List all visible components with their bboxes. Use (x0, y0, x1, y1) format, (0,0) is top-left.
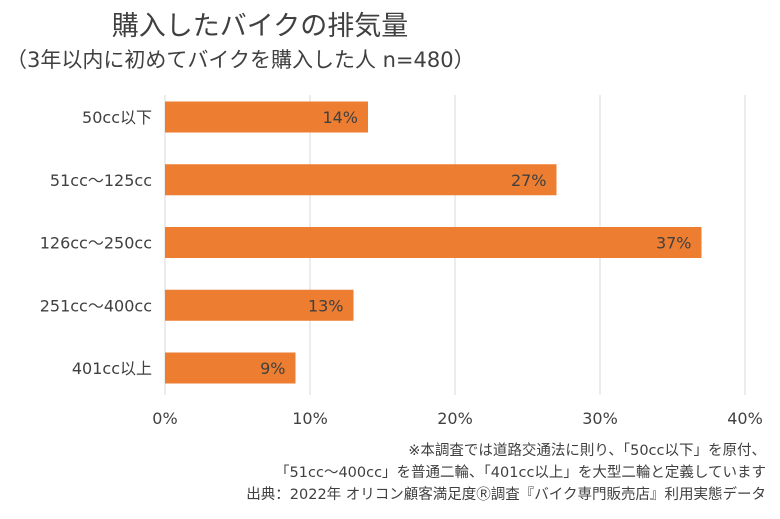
bar (165, 227, 702, 258)
category-label: 50cc以下 (82, 108, 152, 127)
footnote-definition-2: 「51cc～400cc」を普通二輪、「401cc以上」を大型二輪と定義しています (275, 465, 766, 481)
bar (165, 101, 368, 133)
data-label: 37% (656, 234, 692, 253)
x-tick-label: 0% (152, 409, 177, 428)
category-label: 401cc以上 (72, 359, 152, 378)
category-label: 126cc～250cc (40, 234, 152, 253)
chart-title: 購入したバイクの排気量 (111, 11, 409, 42)
x-tick-label: 40% (727, 409, 763, 428)
footnote-definition-1: ※本調査では道路交通法に則り、「50cc以下」を原付、 (408, 443, 766, 459)
x-tick-label: 30% (582, 409, 618, 428)
footnotes: ※本調査では道路交通法に則り、「50cc以下」を原付、 「51cc～400cc」… (246, 440, 766, 506)
chart-subtitle: （3年以内に初めてバイクを購入した人 n=480） (6, 48, 475, 72)
data-label: 9% (260, 359, 285, 378)
data-label: 13% (308, 296, 344, 315)
footnote-source: 出典：2022年 オリコン顧客満足度Ⓡ調査『バイク専門販売店』利用実態データ (246, 487, 766, 503)
bar (165, 289, 354, 321)
category-label: 51cc～125cc (50, 171, 152, 190)
category-label: 251cc～400cc (40, 296, 152, 315)
x-tick-label: 20% (437, 409, 473, 428)
x-tick-label: 10% (292, 409, 328, 428)
data-label: 14% (322, 108, 358, 127)
bar (165, 164, 557, 196)
bar (165, 352, 296, 384)
data-label: 27% (511, 171, 547, 190)
